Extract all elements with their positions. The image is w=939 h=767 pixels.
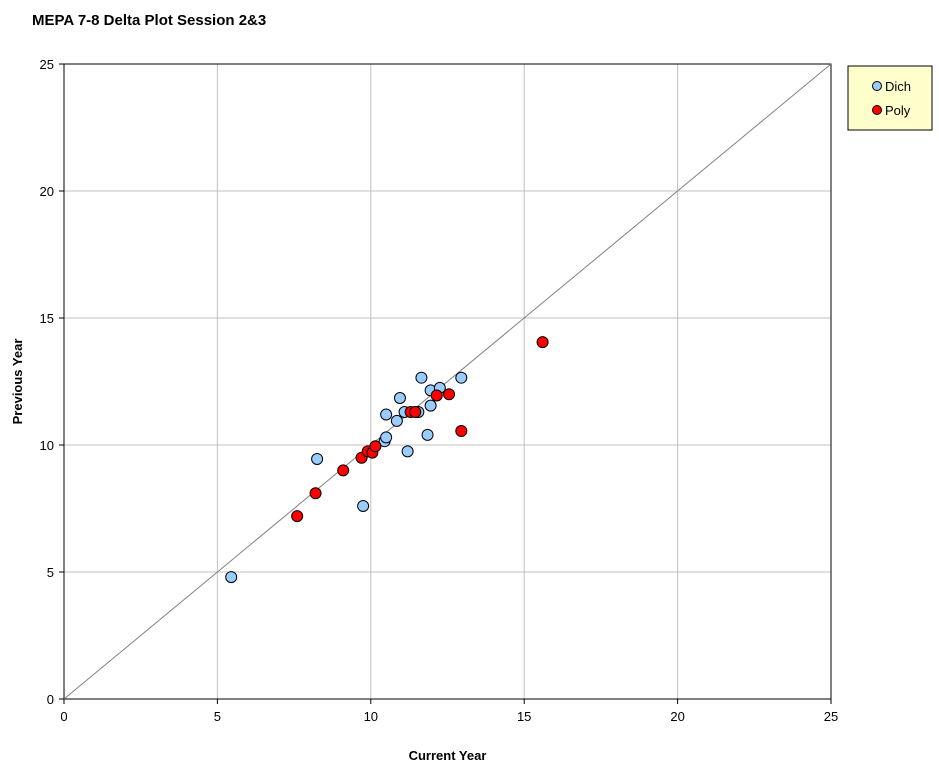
poly-point [455,425,468,438]
dich-point [421,428,434,441]
dich-point [380,431,393,444]
x-tick-label: 0 [60,709,67,724]
legend-label-dich: Dich [885,79,911,94]
y-tick-label: 0 [47,692,54,707]
dich-point [380,408,393,421]
legend-marker-poly [872,105,882,115]
y-axis-title: Previous Year [10,339,25,425]
dich-point [225,571,238,584]
series-poly [291,336,549,523]
grid [64,64,831,699]
poly-point [409,405,422,418]
dich-point [357,499,370,512]
dich-point [390,414,403,427]
chart-title: MEPA 7-8 Delta Plot Session 2&3 [32,12,267,29]
poly-point [309,487,322,500]
y-tick-label: 25 [40,57,54,72]
legend-box [847,65,933,131]
x-tick-label: 10 [364,709,378,724]
legend: Dich Poly [847,65,933,131]
y-tick-label: 15 [40,311,54,326]
dich-point [393,392,406,405]
x-tick-label: 15 [517,709,531,724]
dich-point [415,371,428,384]
poly-point [443,388,456,401]
poly-point [369,440,382,453]
poly-point [291,510,304,523]
legend-label-poly: Poly [885,103,911,118]
identity-reference-line [63,63,832,700]
x-tick-label: 5 [214,709,221,724]
dich-point [311,452,324,465]
y-tick-label: 10 [40,438,54,453]
y-tick-label: 5 [47,565,54,580]
poly-point [536,336,549,349]
series-dich [225,371,468,584]
x-axis-title: Current Year [409,748,487,763]
dich-point [424,399,437,412]
dich-point [401,445,414,458]
plot-area-frame [63,63,832,700]
x-tick-label: 20 [670,709,684,724]
dich-point [455,371,468,384]
data-points [225,336,549,584]
legend-marker-dich [872,81,882,91]
poly-point [337,464,350,477]
axis-ticks: 0 5 10 15 20 25 0 5 10 15 20 25 [40,57,839,724]
poly-point [430,389,443,402]
y-tick-label: 20 [40,184,54,199]
x-tick-label: 25 [824,709,838,724]
